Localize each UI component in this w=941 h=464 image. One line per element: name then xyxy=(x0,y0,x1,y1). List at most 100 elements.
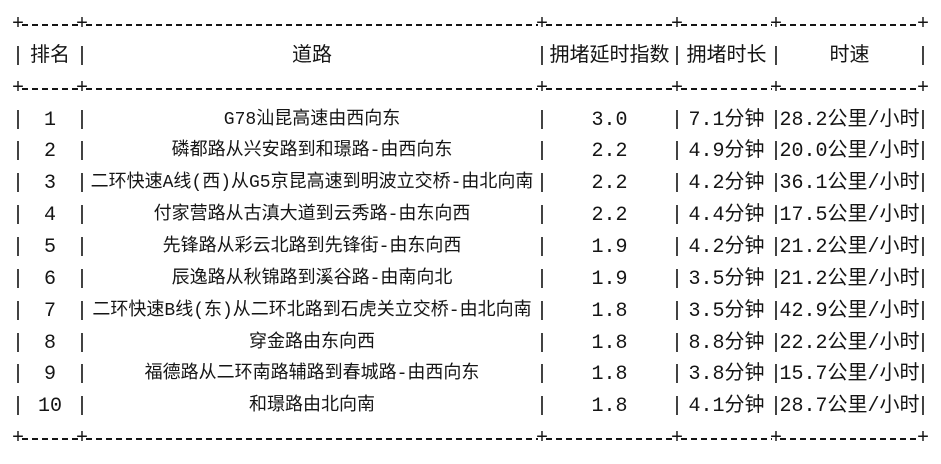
border-dash xyxy=(22,23,78,26)
column-divider: | xyxy=(916,267,930,291)
column-divider: | xyxy=(670,108,684,132)
border-dash xyxy=(22,87,78,90)
table-row: | 9 | 福德路从二环南路辅路到春城路-由西向东 | 1.8 | 3.8分钟 … xyxy=(0,359,941,391)
column-divider: | xyxy=(769,267,783,291)
column-divider: | xyxy=(11,236,25,260)
table-row: | 5 | 先锋路从彩云北路到先锋街-由东向西 | 1.9 | 4.2分钟 | … xyxy=(0,232,941,264)
table-border-header-separator: + + + + + + xyxy=(0,73,941,105)
column-divider: | xyxy=(769,236,783,260)
column-divider: | xyxy=(75,236,89,260)
duration-cell: 3.8分钟 xyxy=(688,363,765,387)
delay-index-cell: 1.9 xyxy=(591,267,628,291)
border-junction: + xyxy=(769,76,783,100)
column-divider: | xyxy=(11,395,25,419)
duration-cell: 3.5分钟 xyxy=(688,299,765,323)
column-divider: | xyxy=(670,172,684,196)
road-cell: 辰逸路从秋锦路到溪谷路-由南向北 xyxy=(171,268,453,289)
road-cell: 二环快速A线(西)从G5京昆高速到明波立交桥-由北向南 xyxy=(90,173,534,194)
rank-cell: 8 xyxy=(43,331,56,355)
border-dash xyxy=(780,87,919,90)
column-divider: | xyxy=(75,331,89,355)
border-junction: + xyxy=(11,76,25,100)
table-border-bottom: + + + + + + xyxy=(0,423,941,455)
border-dash xyxy=(546,23,673,26)
border-dash xyxy=(86,87,538,90)
column-divider: | xyxy=(670,363,684,387)
speed-cell: 15.7公里/小时 xyxy=(779,363,920,387)
column-divider: | xyxy=(11,140,25,164)
duration-cell: 4.2分钟 xyxy=(688,172,765,196)
delay-index-cell: 2.2 xyxy=(591,172,628,196)
column-divider: | xyxy=(769,395,783,419)
duration-cell: 7.1分钟 xyxy=(688,108,765,132)
border-junction: + xyxy=(535,427,549,451)
column-header-delay-index: 拥堵延时指数 xyxy=(549,44,670,68)
duration-cell: 3.5分钟 xyxy=(688,267,765,291)
column-header-duration: 拥堵时长 xyxy=(686,44,767,68)
border-junction: + xyxy=(769,427,783,451)
delay-index-cell: 2.2 xyxy=(591,140,628,164)
border-junction: + xyxy=(916,427,930,451)
delay-index-cell: 1.8 xyxy=(591,299,628,323)
column-header-road: 道路 xyxy=(292,44,332,68)
road-cell: 先锋路从彩云北路到先锋街-由东向西 xyxy=(162,237,462,258)
road-cell: 磷都路从兴安路到和璟路-由西向东 xyxy=(171,141,453,162)
table-row: | 1 | G78汕昆高速由西向东 | 3.0 | 7.1分钟 | 28.2公里… xyxy=(0,105,941,137)
column-divider: | xyxy=(916,236,930,260)
border-junction: + xyxy=(75,427,89,451)
column-divider: | xyxy=(535,299,549,323)
column-divider: | xyxy=(670,267,684,291)
column-divider: | xyxy=(670,204,684,228)
duration-cell: 8.8分钟 xyxy=(688,331,765,355)
column-divider: | xyxy=(670,299,684,323)
column-divider: | xyxy=(11,44,25,68)
duration-cell: 4.4分钟 xyxy=(688,204,765,228)
border-dash xyxy=(780,23,919,26)
column-divider: | xyxy=(535,172,549,196)
speed-cell: 21.2公里/小时 xyxy=(779,236,920,260)
column-divider: | xyxy=(535,140,549,164)
column-divider: | xyxy=(916,172,930,196)
column-divider: | xyxy=(916,108,930,132)
column-divider: | xyxy=(916,363,930,387)
table-row: | 6 | 辰逸路从秋锦路到溪谷路-由南向北 | 1.9 | 3.5分钟 | 2… xyxy=(0,264,941,296)
column-divider: | xyxy=(670,236,684,260)
column-header-speed: 时速 xyxy=(829,44,870,68)
column-divider: | xyxy=(535,236,549,260)
border-junction: + xyxy=(769,13,783,36)
border-dash xyxy=(780,438,919,441)
rank-cell: 4 xyxy=(43,204,56,228)
border-dash xyxy=(86,438,538,441)
column-divider: | xyxy=(11,267,25,291)
column-divider: | xyxy=(75,140,89,164)
delay-index-cell: 2.2 xyxy=(591,204,628,228)
speed-cell: 20.0公里/小时 xyxy=(779,140,920,164)
border-junction: + xyxy=(11,427,25,451)
delay-index-cell: 1.9 xyxy=(591,236,628,260)
speed-cell: 22.2公里/小时 xyxy=(779,331,920,355)
column-divider: | xyxy=(75,172,89,196)
rank-cell: 1 xyxy=(43,108,56,132)
column-divider: | xyxy=(670,140,684,164)
column-divider: | xyxy=(535,331,549,355)
column-divider: | xyxy=(670,395,684,419)
column-divider: | xyxy=(75,44,89,68)
rank-cell: 7 xyxy=(43,299,56,323)
column-divider: | xyxy=(75,204,89,228)
rank-cell: 6 xyxy=(43,267,56,291)
delay-index-cell: 1.8 xyxy=(591,363,628,387)
table-header-row: | 排名 | 道路 | 拥堵延时指数 | 拥堵时长 | 时速 | xyxy=(0,41,941,73)
column-divider: | xyxy=(769,363,783,387)
column-divider: | xyxy=(11,331,25,355)
road-cell: 付家营路从古滇大道到云秀路-由东向西 xyxy=(153,205,471,226)
rank-cell: 5 xyxy=(43,236,56,260)
border-junction: + xyxy=(670,427,684,451)
border-junction: + xyxy=(670,76,684,100)
road-cell: 福德路从二环南路辅路到春城路-由西向东 xyxy=(144,364,480,385)
table-row: | 3 | 二环快速A线(西)从G5京昆高速到明波立交桥-由北向南 | 2.2 … xyxy=(0,168,941,200)
speed-cell: 28.7公里/小时 xyxy=(779,395,920,419)
duration-cell: 4.2分钟 xyxy=(688,236,765,260)
table-row: | 2 | 磷都路从兴安路到和璟路-由西向东 | 2.2 | 4.9分钟 | 2… xyxy=(0,136,941,168)
column-divider: | xyxy=(535,108,549,132)
